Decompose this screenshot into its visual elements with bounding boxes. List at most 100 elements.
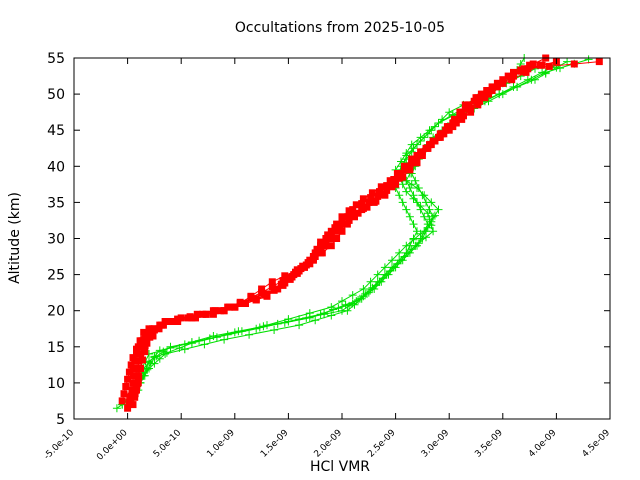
data-point [338, 216, 346, 224]
x-tick-label: -5.0e-10 [42, 428, 76, 462]
data-point [380, 263, 389, 272]
data-point [570, 60, 578, 68]
data-point [481, 94, 489, 102]
data-point [416, 133, 425, 142]
data-point [331, 224, 339, 232]
data-point [429, 227, 438, 236]
data-point [405, 212, 414, 221]
data-point [281, 272, 289, 280]
data-point [352, 201, 360, 209]
data-point [180, 345, 189, 354]
data-point [129, 365, 137, 372]
x-tick-label: 1.0e-09 [205, 428, 237, 460]
data-point [129, 401, 137, 409]
data-point [193, 310, 201, 318]
data-point [268, 283, 276, 291]
data-point [414, 239, 423, 248]
data-point [237, 327, 246, 336]
data-point [416, 229, 425, 238]
data-point [364, 288, 373, 297]
data-point [474, 94, 482, 102]
data-point [522, 68, 530, 76]
data-point [159, 321, 167, 329]
data-point [404, 162, 412, 170]
data-point [425, 215, 434, 224]
data-point [236, 300, 244, 307]
data-point [338, 297, 346, 306]
profile-line [134, 61, 600, 394]
data-point [425, 126, 434, 135]
data-point [400, 252, 409, 261]
data-point [327, 231, 335, 239]
data-point [359, 285, 368, 293]
data-point [456, 112, 464, 120]
data-point [467, 108, 475, 116]
data-point [324, 231, 332, 239]
data-point [407, 180, 416, 189]
data-point [322, 238, 330, 246]
data-point [137, 350, 144, 358]
data-point [406, 166, 414, 174]
y-tick-label: 30 [47, 232, 65, 248]
y-tick-label: 45 [47, 123, 65, 139]
data-point [509, 82, 518, 91]
data-point [268, 278, 276, 286]
data-point [408, 155, 416, 163]
series-square [118, 54, 603, 412]
data-point [445, 123, 453, 131]
data-point [305, 309, 314, 318]
data-point [445, 126, 453, 134]
data-point [470, 97, 478, 105]
data-point [402, 187, 411, 196]
data-point [133, 381, 141, 389]
data-point [220, 307, 228, 315]
data-point [263, 321, 271, 330]
data-point [338, 227, 346, 235]
data-point [427, 221, 436, 230]
data-point [370, 198, 378, 206]
data-point [422, 233, 430, 242]
data-point [322, 235, 330, 242]
data-point [301, 263, 308, 271]
data-point [431, 137, 439, 145]
data-point [166, 342, 175, 351]
data-point [306, 260, 314, 268]
series-plus [112, 54, 593, 413]
data-point [349, 206, 357, 214]
data-point [125, 398, 133, 406]
data-point [145, 364, 153, 373]
data-point [417, 152, 425, 159]
data-point [430, 122, 439, 131]
data-point [584, 55, 593, 64]
data-point [483, 87, 491, 94]
data-point [371, 281, 380, 290]
profile-line [135, 57, 525, 391]
data-point [413, 184, 421, 192]
data-point [313, 245, 321, 253]
data-point [199, 310, 207, 318]
data-point [409, 194, 418, 203]
data-point [140, 336, 148, 344]
data-point [122, 383, 130, 390]
y-tick-label: 40 [47, 159, 65, 175]
data-point [168, 318, 176, 325]
data-point [140, 328, 148, 336]
data-point [336, 224, 344, 232]
data-point [161, 350, 170, 358]
data-point [150, 325, 158, 333]
data-point [388, 182, 396, 190]
data-point [536, 61, 544, 69]
data-point [143, 365, 152, 374]
data-point [247, 292, 255, 300]
data-point [493, 79, 501, 87]
data-point [476, 97, 484, 105]
data-point [333, 220, 341, 228]
chart-title: Occultations from 2025-10-05 [235, 20, 445, 36]
data-point [422, 144, 430, 152]
data-point [402, 205, 411, 214]
data-point [343, 306, 352, 315]
y-tick-label: 10 [47, 376, 65, 392]
data-point [397, 170, 405, 177]
data-point [186, 313, 194, 321]
data-point [368, 189, 376, 197]
